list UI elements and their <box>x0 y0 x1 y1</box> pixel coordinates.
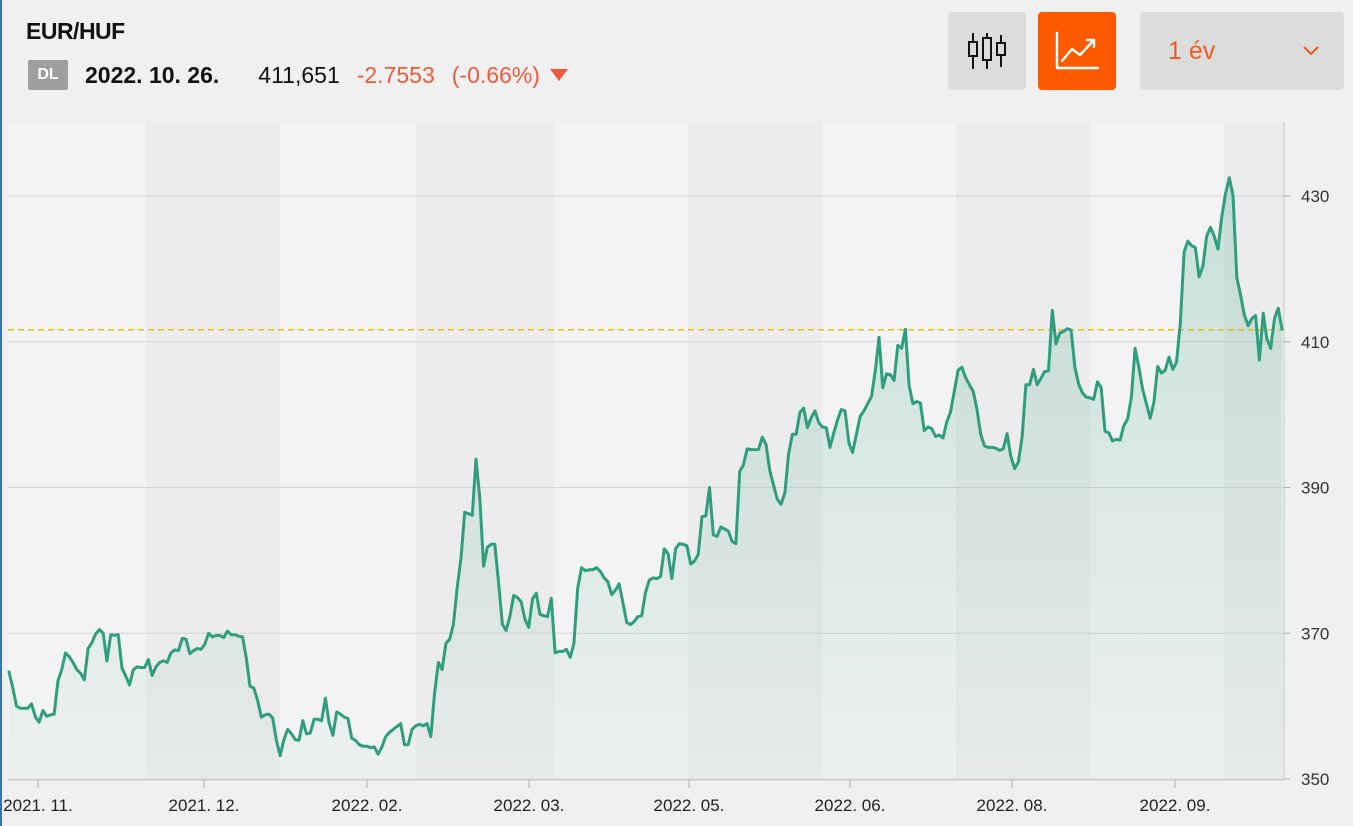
x-tick-label: 2022. 06. <box>815 796 886 815</box>
series-line <box>7 176 1284 758</box>
y-tick-label: 370 <box>1301 624 1329 643</box>
quote-change-percent: (-0.66%) <box>451 61 540 88</box>
quote-date: 2022. 10. 26. <box>85 61 220 88</box>
quote-price: 411,651 <box>258 61 340 88</box>
candlestick-chart-button[interactable] <box>948 12 1026 90</box>
y-tick-label: 390 <box>1301 479 1329 498</box>
window-left-edge <box>0 0 2 826</box>
x-tick-label: 2022. 05. <box>654 796 725 815</box>
x-tick-label: 2022. 08. <box>977 796 1048 815</box>
quote-row: DL 2022. 10. 26. 411,651 -2.7553 (-0.66%… <box>28 58 568 92</box>
line-chart-button[interactable] <box>1038 12 1116 90</box>
range-dropdown[interactable]: 1 év <box>1140 12 1344 90</box>
x-tick-label: 2022. 02. <box>332 796 403 815</box>
series-area <box>9 177 1282 781</box>
plot-band <box>280 122 416 780</box>
y-tick-label: 430 <box>1301 187 1329 206</box>
x-tick-label: 2021. 12. <box>169 796 240 815</box>
down-triangle-icon <box>549 69 568 81</box>
range-label: 1 év <box>1168 36 1216 65</box>
chevron-down-icon <box>1303 46 1319 56</box>
x-tick-label: 2021. 11. <box>3 796 73 815</box>
y-tick-label: 350 <box>1301 770 1329 789</box>
dl-badge: DL <box>28 60 68 90</box>
currency-pair-title: EUR/HUF <box>26 18 125 44</box>
x-tick-label: 2022. 03. <box>494 796 565 815</box>
y-tick-label: 410 <box>1301 333 1329 352</box>
quote-change: -2.7553 <box>356 61 435 88</box>
x-tick-label: 2022. 09. <box>1140 796 1211 815</box>
line-chart-icon <box>1055 31 1100 70</box>
candlestick-icon <box>968 33 1006 69</box>
